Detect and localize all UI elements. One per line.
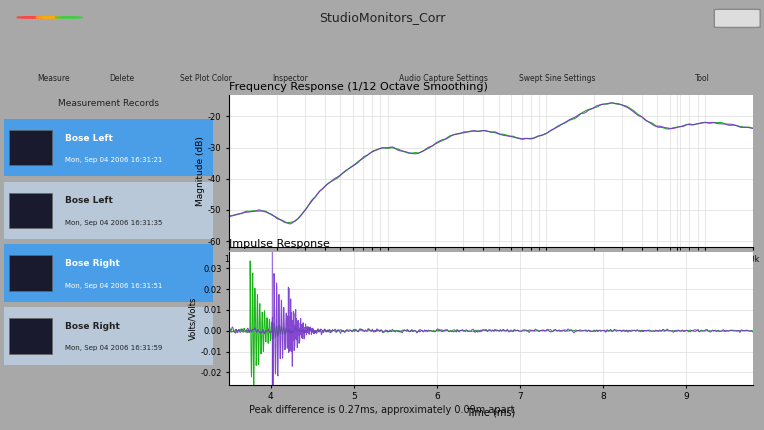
Text: Mon, Sep 04 2006 16:31:21: Mon, Sep 04 2006 16:31:21 — [65, 157, 163, 163]
X-axis label: Time (ms): Time (ms) — [466, 407, 516, 417]
Text: Impulse Response: Impulse Response — [229, 240, 330, 249]
Text: Set Plot Color: Set Plot Color — [180, 74, 232, 83]
Text: Bose Left: Bose Left — [65, 197, 113, 206]
Text: Measurement Records: Measurement Records — [58, 99, 160, 108]
Text: Mon, Sep 04 2006 16:31:35: Mon, Sep 04 2006 16:31:35 — [65, 220, 163, 226]
Bar — [8, 318, 52, 353]
Bar — [5, 119, 213, 176]
Text: StudioMonitors_Corr: StudioMonitors_Corr — [319, 11, 445, 24]
Bar — [5, 307, 213, 365]
Text: Mon, Sep 04 2006 16:31:59: Mon, Sep 04 2006 16:31:59 — [65, 345, 163, 351]
Bar — [5, 181, 213, 239]
Bar — [8, 193, 52, 228]
Text: Swept Sine Settings: Swept Sine Settings — [520, 74, 596, 83]
Text: Mon, Sep 04 2006 16:31:51: Mon, Sep 04 2006 16:31:51 — [65, 283, 163, 289]
Bar — [5, 244, 213, 302]
Bar — [8, 130, 52, 165]
Bar — [8, 255, 52, 291]
Text: Measure: Measure — [37, 74, 70, 83]
Text: Bose Right: Bose Right — [65, 259, 120, 268]
Text: Frequency Response (1/12 Octave Smoothing): Frequency Response (1/12 Octave Smoothin… — [229, 83, 488, 92]
Text: Peak difference is 0.27ms, approximately 0.09m apart: Peak difference is 0.27ms, approximately… — [249, 405, 515, 415]
Circle shape — [36, 17, 63, 18]
FancyBboxPatch shape — [714, 9, 760, 28]
Text: Tool: Tool — [695, 74, 711, 83]
Text: Inspector: Inspector — [273, 74, 308, 83]
Y-axis label: Volts/Volts: Volts/Volts — [189, 297, 197, 340]
Text: Bose Right: Bose Right — [65, 322, 120, 331]
Y-axis label: Magnitude (dB): Magnitude (dB) — [196, 136, 206, 206]
Text: Audio Capture Settings: Audio Capture Settings — [399, 74, 487, 83]
Circle shape — [55, 17, 83, 18]
Text: Delete: Delete — [110, 74, 134, 83]
X-axis label: Frequency (Hz): Frequency (Hz) — [454, 270, 528, 280]
Text: Bose Left: Bose Left — [65, 134, 113, 143]
Circle shape — [17, 17, 44, 18]
